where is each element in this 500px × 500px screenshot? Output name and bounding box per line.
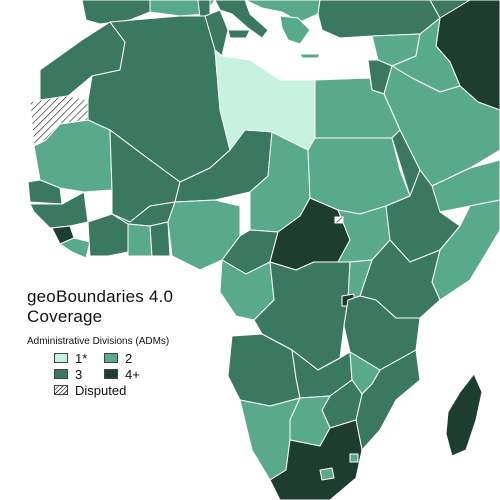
legend-row: Disputed <box>54 382 174 398</box>
legend-swatch-adm3 <box>54 369 68 379</box>
region-ghana <box>127 223 153 257</box>
legend-item-adm3: 3 <box>54 367 104 382</box>
legend-swatch-adm2 <box>104 353 118 363</box>
region-senegal <box>27 179 63 205</box>
region-italy <box>214 0 269 39</box>
legend-swatch-adm1 <box>54 353 68 363</box>
legend-item-adm2: 2 <box>104 351 154 366</box>
legend-row: 3 4+ <box>54 366 174 382</box>
region-abyei-disputed <box>334 216 344 224</box>
legend-swatch-disputed <box>54 385 68 395</box>
legend-label: Disputed <box>75 382 127 398</box>
region-madagascar <box>445 373 483 457</box>
legend-item-adm4: 4+ <box>104 367 154 382</box>
region-togo-benin <box>149 221 171 257</box>
legend-row: 1* 2 <box>54 350 174 366</box>
region-tunisia <box>204 9 229 57</box>
legend-item-disputed: Disputed <box>54 383 174 398</box>
region-dr-congo <box>253 261 351 371</box>
region-lesotho <box>319 467 335 481</box>
region-liberia <box>59 237 91 259</box>
legend-title-line1: geoBoundaries 4.0 <box>27 287 174 306</box>
legend-label: 3 <box>75 366 83 382</box>
legend-label: 1* <box>75 350 88 366</box>
map-legend: geoBoundaries 4.0 Coverage Administrativ… <box>27 287 174 398</box>
legend-item-adm1: 1* <box>54 351 104 366</box>
legend-label: 4+ <box>125 366 140 382</box>
region-greece <box>279 15 311 45</box>
legend-label: 2 <box>125 350 133 366</box>
region-south-africa <box>269 419 363 500</box>
region-tanzania <box>343 295 421 371</box>
legend-title: geoBoundaries 4.0 Coverage <box>27 287 174 327</box>
region-guinea <box>29 191 89 229</box>
legend-subtitle: Administrative Divisions (ADMs) <box>27 336 170 347</box>
legend-swatch-adm4 <box>104 369 118 379</box>
region-mozambique <box>355 349 421 451</box>
legend-title-line2: Coverage <box>27 307 103 326</box>
region-eswatini <box>349 453 359 463</box>
region-sicily <box>227 29 251 39</box>
legend-entries: 1* 2 3 4+ Disput <box>54 350 174 398</box>
region-crete <box>299 53 321 59</box>
